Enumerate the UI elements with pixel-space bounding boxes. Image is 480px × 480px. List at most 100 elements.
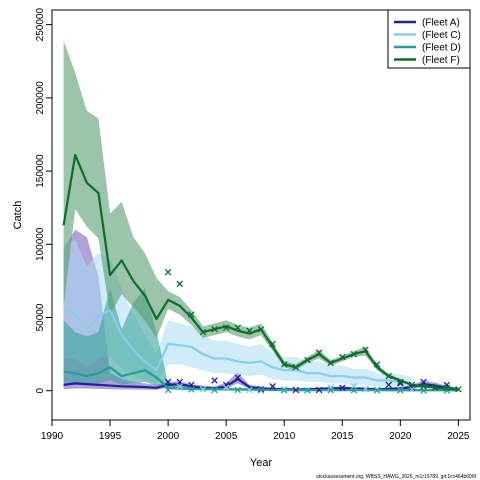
x-tick-label: 2025 [447,431,470,442]
fleet-f-observation-point [350,350,358,358]
fleet-a-observation-stroke [257,385,265,393]
fleet-d-observation-point [373,387,381,394]
fleet-f-observation-point [373,361,381,368]
fleet-a-observation-stroke [269,383,276,390]
fleet-c-observation-stroke [222,384,230,392]
x-tick-label: 2020 [389,431,412,442]
fleet-c-observation-point [222,384,230,392]
fleet-f-observation-point [362,346,369,353]
fleet-d-observation-point [350,387,358,394]
fleet-f-observation-stroke [188,311,195,318]
fleet-a-observation-point [292,386,300,394]
fleet-f-observation-point [397,378,404,386]
x-tick-label: 1990 [41,431,64,442]
fleet-f-observation-stroke [280,361,288,368]
footer-credit: stockassessment.org, WBSS_HAWG_2026_m1r1… [316,474,477,480]
fleet-a-observation-point [269,383,276,390]
y-axis: 0 50000 100000 150000 200000 250000 [35,8,53,393]
fleet-f-observation-stroke [199,328,207,336]
fleet-f-observation-stroke [431,384,439,392]
confidence-bands [63,40,459,391]
legend-label-fleet-d: (Fleet D) [422,43,461,54]
fleet-f-observation-stroke [257,325,265,333]
fleet-f-observation-point [455,385,462,393]
fleet-a-observation-stroke [315,386,323,394]
fleet-f-observation-point [280,361,288,368]
x-tick-label: 2005 [215,431,238,442]
fleet-d-observation-point [397,387,404,394]
fleet-f-observation-stroke [222,324,230,332]
fleet-d-observation-stroke [350,387,358,394]
legend: (Fleet A)(Fleet C) (Fleet D)(Fleet F) [387,9,471,69]
x-tick-label: 1995 [99,431,122,442]
fleet-f-observation-point [199,328,207,336]
fleet-f-observation-stroke [397,378,404,386]
fleet-f-observation-stroke [269,340,276,348]
legend-label-fleet-f: (Fleet F) [422,55,460,66]
fleet-f-observation-point [292,364,300,371]
fleet-c-observation-stroke [199,385,207,393]
fleet-f-observation-stroke [362,346,369,353]
fleet-a-observation-point [164,378,172,386]
fleet-f-observation-point [315,349,323,356]
fleet-a-observation-stroke [211,377,218,384]
fleet-a-observation-stroke [188,381,195,389]
fleet-f-observation-stroke [443,384,451,392]
fleet-d-observation-stroke [280,387,288,394]
fleet-c-observation-stroke [373,385,381,393]
fleet-f-observation-point [420,383,427,390]
y-axis-title: Catch [12,201,24,230]
y-tick-label: 50000 [35,303,46,331]
fleet-f-observation-stroke [176,280,183,288]
fleet-d-observation-stroke [234,386,242,394]
fleet-d-observation-stroke [443,387,451,394]
fleet-d-observation-point [164,386,172,394]
fleet-f-observation-point [385,372,392,380]
fleet-a-observation-stroke [234,374,242,381]
y-tick-label: 250000 [35,8,46,42]
fleet-d-observation-stroke [327,387,334,394]
fleet-f-observation-stroke [234,324,242,332]
fleet-d-observation-point [188,386,195,393]
fleet-d-observation-point [327,387,334,394]
fleet-f-observation-point [211,325,218,333]
fleet-f-observation-point [431,384,439,392]
x-tick-label: 2015 [331,431,354,442]
fleet-d-observation-point [234,386,242,394]
fleet-a-observation-stroke [397,380,404,387]
fleet-c-observation-point [362,385,369,393]
fleet-f-observation-stroke [211,325,218,333]
fleet-c-observation-stroke [246,386,253,394]
fleet-a-observation-point [257,385,265,393]
fleet-f-observation-point [222,324,230,332]
fleet-d-observation-stroke [164,386,172,394]
fleet-a-observation-point [339,384,346,392]
fleet-f-observation-point [234,324,242,332]
fleet-f-observation-stroke [327,359,334,367]
x-tick-label: 2000 [157,431,180,442]
fleet-f-observation-point [408,381,416,389]
fleet-c-observation-point [327,384,334,392]
fleet-c-observation-point [246,386,253,394]
fleet-f-observation-stroke [408,381,416,389]
fleet-f-observation-stroke [339,353,346,361]
fleet-a-observation-stroke [339,384,346,392]
y-tick-label: 100000 [35,227,46,261]
fleet-d-observation-point [211,386,218,394]
y-tick-label: 200000 [35,81,46,115]
fleet-a-observation-stroke [292,386,300,394]
fleet-f-observation-stroke [350,350,358,358]
fleet-d-observation-point [280,387,288,394]
fleet-f-observation-stroke [292,364,300,371]
fleet-f-observation-stroke [246,327,253,334]
y-tick-label: 0 [35,387,46,393]
fleet-f-observation-stroke [304,356,311,364]
fleet-f-observation-stroke [164,268,172,276]
fleet-f-observation-point [176,280,183,288]
fleet-f-observation-point [339,353,346,361]
fleet-a-observation-point [188,381,195,389]
fleet-d-observation-stroke [188,386,195,393]
observation-markers [164,268,462,394]
fleet-f-observation-point [269,340,276,348]
